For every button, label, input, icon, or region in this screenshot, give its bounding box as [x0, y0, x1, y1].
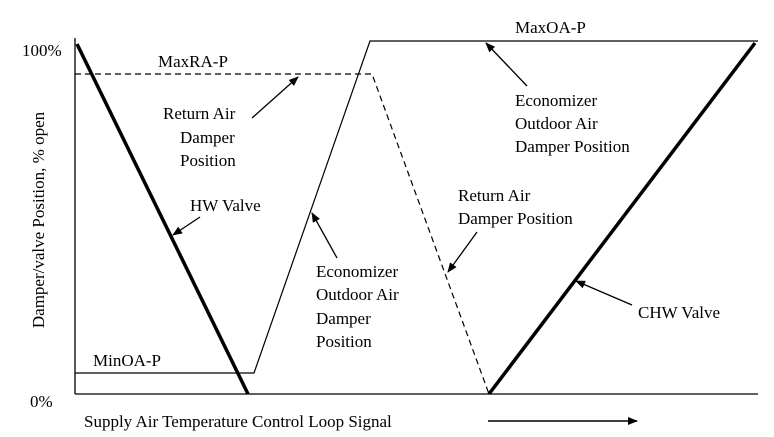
hw-valve-line — [75, 43, 250, 395]
chw-valve-line — [487, 41, 757, 396]
label-economizer-right-2: Outdoor Air — [515, 114, 598, 133]
hw-valve-leader-arrow — [172, 216, 201, 236]
label-economizer-mid-3: Damper — [316, 309, 371, 328]
chw-valve-leader-arrow — [575, 280, 633, 306]
label-economizer-mid-2: Outdoor Air — [316, 285, 399, 304]
label-economizer-right-3: Damper Position — [515, 137, 630, 156]
label-economizer-right-1: Economizer — [515, 91, 597, 110]
label-max-ra-p: MaxRA-P — [158, 52, 228, 71]
label-economizer-mid-4: Position — [316, 332, 372, 351]
y-tick-0: 0% — [30, 392, 53, 411]
label-min-oa-p: MinOA-P — [93, 351, 161, 370]
economizer-oa-damper-line — [75, 40, 758, 374]
max-oa-p-leader-arrow — [485, 42, 528, 87]
label-max-oa-p: MaxOA-P — [515, 18, 586, 37]
economizer-mid-leader-arrow — [311, 212, 338, 259]
x-axis-label: Supply Air Temperature Control Loop Sign… — [84, 412, 392, 431]
return-air-right-leader-arrow — [447, 231, 478, 273]
y-tick-100: 100% — [22, 41, 62, 60]
label-return-air-left-3: Position — [180, 151, 236, 170]
label-return-air-left-2: Damper — [180, 128, 235, 147]
label-return-air-right-2: Damper Position — [458, 209, 573, 228]
label-chw-valve: CHW Valve — [638, 303, 720, 322]
label-return-air-left-1: Return Air — [163, 104, 236, 123]
label-economizer-mid-1: Economizer — [316, 262, 398, 281]
return-air-left-leader-arrow — [251, 76, 299, 119]
label-hw-valve: HW Valve — [190, 196, 261, 215]
label-return-air-right-1: Return Air — [458, 186, 531, 205]
y-axis-label: Damper/valve Position, % open — [29, 111, 48, 328]
return-air-damper-line — [75, 73, 490, 395]
